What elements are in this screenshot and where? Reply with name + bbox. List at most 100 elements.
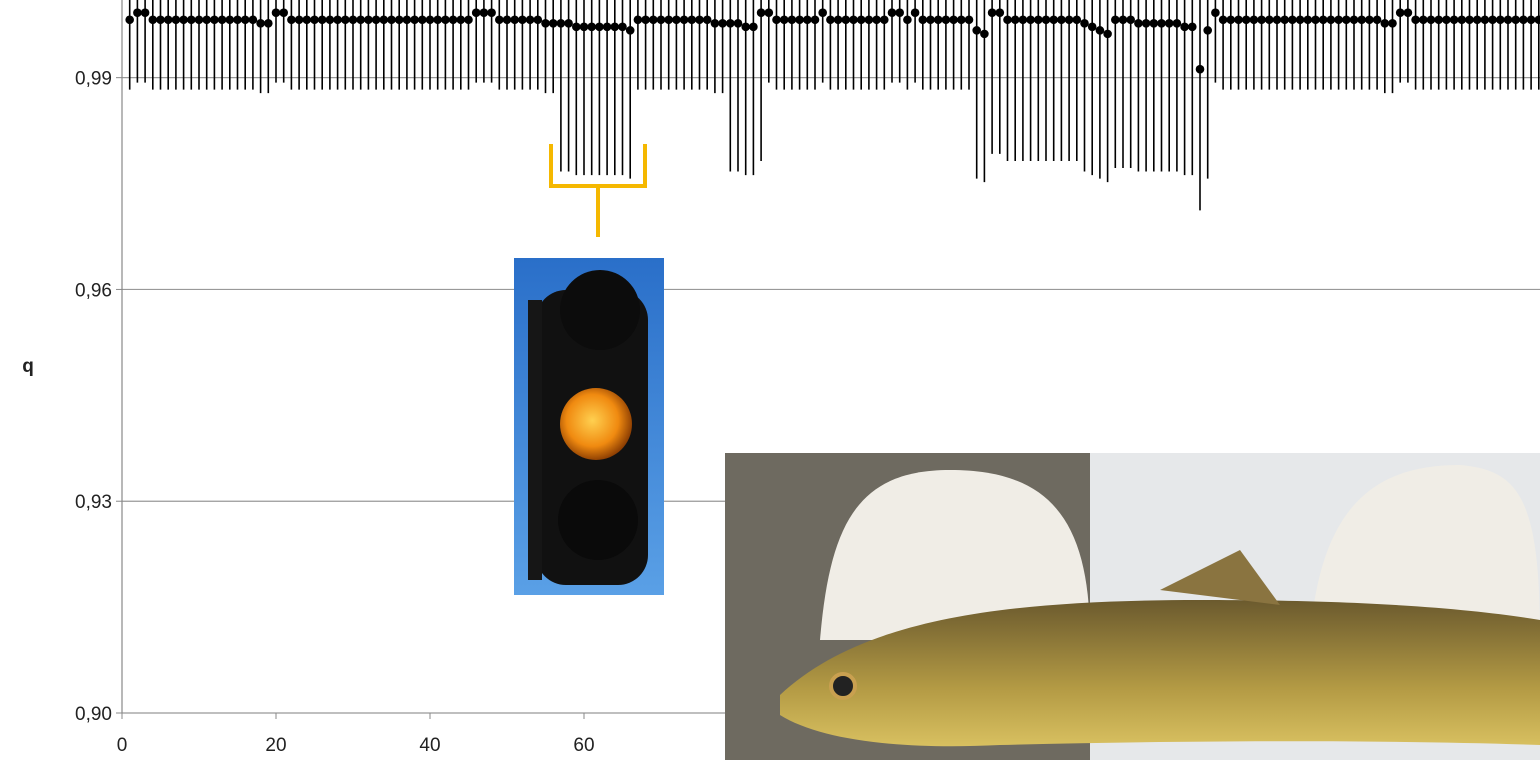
point [148,15,158,25]
point [1519,15,1528,25]
point [810,15,820,25]
point [1064,15,1074,25]
point [418,15,427,25]
point [1465,15,1474,25]
point [587,22,596,32]
point [379,15,389,25]
point [1365,15,1374,25]
point [1534,15,1540,25]
traffic-light-image [514,258,664,595]
point [1280,15,1289,25]
point [356,15,366,25]
point [687,15,697,25]
point [872,15,881,25]
point [156,15,165,25]
point [248,15,258,25]
point [271,8,281,18]
point [410,15,419,25]
point [695,15,704,25]
point [1164,18,1174,28]
point [864,15,874,25]
point [171,15,181,25]
point [1134,18,1143,28]
point [194,15,204,25]
point [256,18,265,28]
point [826,15,835,25]
point [841,15,851,25]
plot-area [125,0,1540,211]
point [1449,15,1459,25]
x-tick-label: 60 [573,735,594,756]
point [433,15,443,25]
point [772,15,781,25]
point [903,15,912,25]
x-tick-label: 40 [419,735,440,756]
point [1265,15,1274,25]
point [1380,18,1390,28]
point [1395,8,1405,18]
point [317,15,327,25]
point [641,15,650,25]
brace [549,144,647,237]
point [187,15,196,25]
point [464,15,473,25]
point [1357,15,1366,25]
point [1411,15,1420,25]
y-tick-label: 0,96 [75,280,112,301]
point [926,15,935,25]
point [217,15,227,25]
point [394,15,404,25]
y-tick-label: 0,99 [75,69,112,90]
point [279,8,289,18]
point [387,15,396,25]
point [1111,15,1120,25]
point [1496,15,1505,25]
point [1126,15,1135,25]
point [933,15,943,25]
point [310,15,319,25]
point [787,15,797,25]
point [556,18,566,28]
point [479,8,489,18]
point [1511,15,1520,25]
point [1103,29,1112,39]
point [125,15,134,25]
point [1180,22,1189,32]
point [1388,18,1397,28]
point [633,15,643,25]
point [302,15,312,25]
point [756,8,766,18]
y-axis-label: q [22,356,34,377]
y-tick-label: 0,90 [75,704,112,725]
point [995,8,1005,18]
point [1326,15,1336,25]
point [1018,15,1028,25]
point [202,15,211,25]
point [441,15,450,25]
point [510,15,519,25]
point [856,15,866,25]
point [1503,15,1513,25]
point [1118,15,1128,25]
point [471,8,481,18]
point [818,8,827,18]
point [702,15,712,25]
point [1203,26,1212,35]
point [364,15,373,25]
point [972,26,981,35]
point [1157,18,1166,28]
point [741,22,750,32]
point [294,15,304,25]
point [210,15,219,25]
point [341,15,350,25]
point [1218,15,1228,25]
point [371,15,381,25]
point [1188,22,1197,32]
point [1457,15,1467,25]
point [1080,18,1089,28]
x-tick-label: 0 [117,735,128,756]
point [1318,15,1328,25]
point [602,22,612,32]
point [1026,15,1035,25]
